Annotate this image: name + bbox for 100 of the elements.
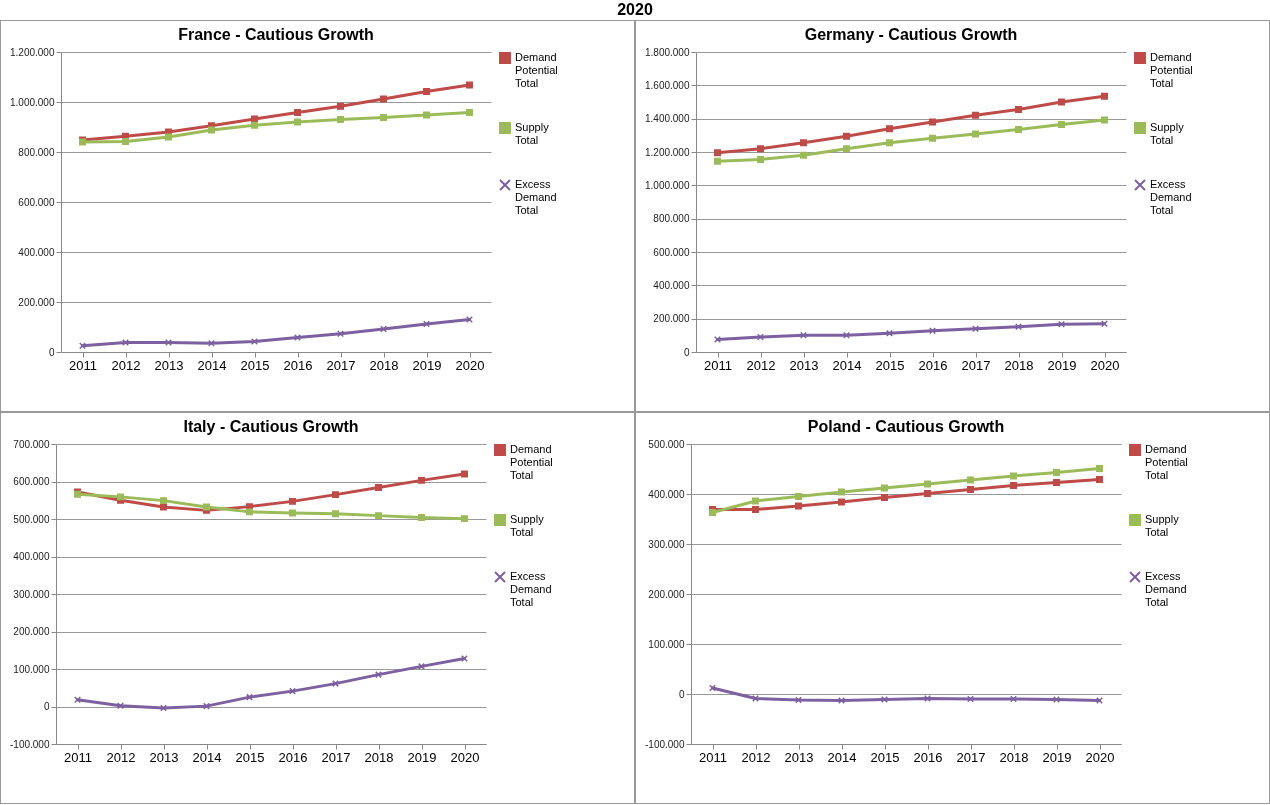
x-tick-label: 2011 — [699, 749, 727, 765]
point — [461, 470, 468, 478]
y-tick-label: 800.000 — [653, 213, 690, 225]
x-tick-label: 2014 — [832, 357, 862, 373]
point — [1058, 98, 1065, 106]
x-tick-label: 2013 — [784, 749, 814, 765]
point — [967, 476, 974, 484]
point — [466, 316, 473, 323]
legend-label: Demand Potential Total — [510, 443, 553, 481]
point — [838, 498, 845, 506]
y-tick-label: -100.000 — [645, 738, 685, 750]
point — [337, 116, 344, 123]
legend-label: Excess Demand Total — [1150, 178, 1192, 216]
point — [423, 111, 430, 119]
point — [1058, 121, 1065, 128]
legend-label: Excess Demand Total — [515, 178, 557, 216]
point — [924, 695, 931, 702]
point — [337, 102, 344, 110]
point — [967, 486, 974, 493]
point — [251, 115, 258, 123]
y-tick-label: 200.000 — [653, 313, 690, 325]
point — [886, 139, 893, 147]
point — [1053, 479, 1060, 486]
legend-label: Demand Potential Total — [515, 51, 558, 89]
legend-label: Excess Demand Total — [510, 570, 552, 608]
point — [418, 514, 425, 521]
y-tick-label: 400.000 — [648, 488, 685, 500]
point — [1015, 106, 1022, 113]
y-tick-label: 300.000 — [13, 588, 50, 600]
y-tick-label: 1.000.000 — [645, 179, 690, 191]
point — [289, 509, 296, 517]
x-tick-label: 2018 — [364, 749, 394, 765]
point — [461, 655, 468, 662]
point — [380, 114, 387, 121]
y-tick-label: 0 — [43, 701, 50, 712]
point — [208, 126, 215, 134]
x-tick-label: 2014 — [197, 357, 227, 373]
point — [795, 502, 802, 510]
x-tick-label: 2014 — [192, 749, 222, 765]
point — [294, 334, 301, 341]
x-tick-label: 2014 — [827, 749, 857, 765]
point — [714, 149, 721, 157]
legend-label: Supply Total — [1150, 121, 1185, 146]
point — [795, 493, 802, 500]
x-tick-label: 2012 — [111, 357, 141, 373]
legend-label: Excess Demand Total — [1145, 570, 1187, 608]
x-tick-label: 2020 — [450, 749, 480, 765]
y-tick-label: 400.000 — [653, 279, 690, 291]
point — [1010, 482, 1017, 489]
x-tick-label: 2018 — [1004, 357, 1034, 373]
point — [122, 138, 129, 145]
point — [757, 156, 764, 163]
x-tick-label: 2016 — [918, 357, 948, 373]
point — [752, 506, 759, 513]
x-tick-label: 2019 — [1047, 357, 1077, 373]
y-tick-label: 500.000 — [13, 513, 50, 525]
y-tick-label: 800.000 — [18, 146, 55, 158]
point — [380, 95, 387, 103]
point — [838, 697, 845, 704]
legend-label: Demand Potential Total — [1145, 443, 1188, 481]
legend-label: Demand Potential Total — [1150, 51, 1193, 89]
point — [246, 508, 253, 516]
point — [418, 476, 425, 484]
chart-title: Germany - Cautious Growth — [804, 26, 1018, 43]
y-tick-label: 1.200.000 — [10, 46, 55, 58]
y-tick-label: 1.200.000 — [645, 146, 690, 158]
x-tick-label: 2015 — [875, 357, 905, 373]
x-tick-label: 2012 — [746, 357, 776, 373]
point — [843, 145, 850, 153]
y-tick-label: 0 — [48, 346, 55, 358]
point — [924, 490, 931, 497]
point — [757, 145, 764, 153]
x-tick-label: 2020 — [1090, 357, 1120, 373]
point — [294, 109, 301, 116]
x-tick-label: 2019 — [1042, 749, 1072, 765]
point — [160, 497, 167, 505]
x-tick-label: 2017 — [326, 357, 356, 373]
point — [423, 88, 430, 95]
y-tick-label: 1.400.000 — [645, 113, 690, 125]
x-tick-label: 2019 — [407, 749, 437, 765]
y-tick-label: -100.000 — [10, 738, 50, 750]
point — [122, 339, 129, 346]
point — [881, 696, 888, 703]
y-tick-label: 600.000 — [653, 246, 690, 258]
x-tick-label: 2018 — [369, 357, 399, 373]
point — [1096, 476, 1103, 483]
x-tick-label: 2012 — [741, 749, 771, 765]
point — [294, 118, 301, 126]
point — [1053, 469, 1060, 476]
x-tick-label: 2017 — [956, 749, 986, 765]
point — [972, 130, 979, 138]
point — [886, 125, 893, 133]
y-tick-label: 200.000 — [18, 296, 55, 308]
x-tick-label: 2013 — [149, 749, 179, 765]
point — [929, 118, 936, 126]
chart-title: France - Cautious Growth — [178, 26, 374, 43]
point — [1096, 697, 1103, 704]
x-tick-label: 2017 — [961, 357, 991, 373]
y-tick-label: 0 — [678, 688, 685, 700]
point — [332, 510, 339, 518]
